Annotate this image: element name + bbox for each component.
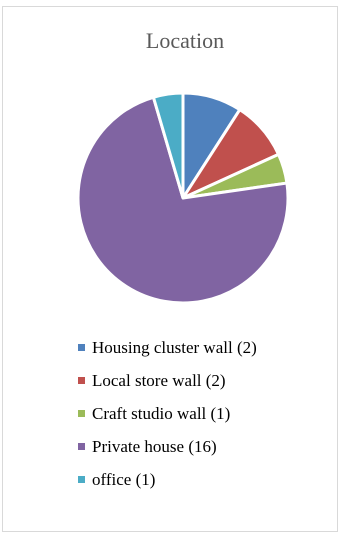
pie-slice-private-house [76, 95, 290, 305]
legend-label: Craft studio wall (1) [92, 403, 231, 423]
legend-swatch [78, 344, 85, 351]
legend-swatch [78, 410, 85, 417]
chart-title: Location [145, 28, 225, 53]
legend-item: Housing cluster wall (2) [78, 338, 257, 357]
legend-item: Local store wall (2) [78, 371, 257, 390]
legend-swatch [78, 377, 85, 384]
legend-item: Private house (16) [78, 437, 257, 456]
legend-swatch [78, 476, 85, 483]
legend-label: office (1) [92, 469, 156, 489]
pie-slice-office [151, 91, 185, 200]
legend-label: Housing cluster wall (2) [92, 337, 257, 357]
legend-label: Local store wall (2) [92, 370, 226, 390]
legend-item: Craft studio wall (1) [78, 404, 257, 423]
chart-legend: Housing cluster wall (2) Local store wall… [78, 338, 257, 503]
legend-swatch [78, 443, 85, 450]
legend-label: Private house (16) [92, 436, 217, 456]
legend-item: office (1) [78, 470, 257, 489]
